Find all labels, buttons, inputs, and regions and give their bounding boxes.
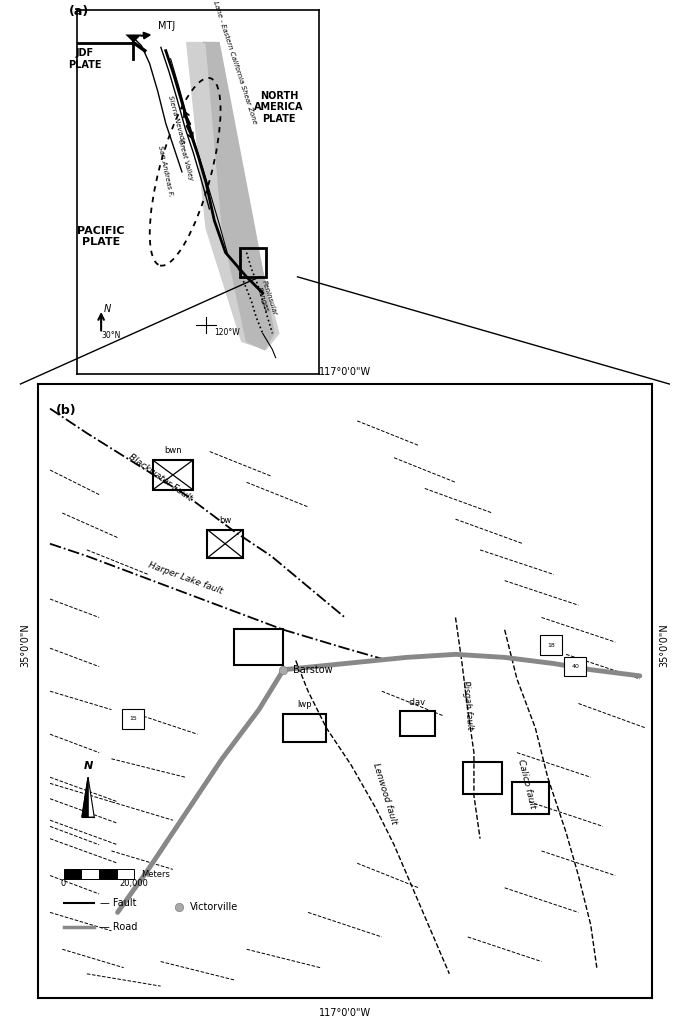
Text: 20,000: 20,000: [120, 879, 149, 888]
Text: Walker Lane - Eastern California Shear Zone: Walker Lane - Eastern California Shear Z…: [204, 0, 257, 124]
Bar: [540, 635, 562, 655]
Text: Pisgah fault: Pisgah fault: [461, 680, 475, 730]
Text: JDF
PLATE: JDF PLATE: [68, 48, 102, 70]
Text: bw: bw: [219, 516, 232, 524]
Text: 0: 0: [61, 879, 66, 888]
Text: N: N: [83, 761, 93, 771]
Bar: [240, 248, 266, 276]
Text: Meters: Meters: [141, 869, 171, 879]
Bar: [122, 709, 144, 729]
Text: NORTH
AMERICA
PLATE: NORTH AMERICA PLATE: [254, 90, 304, 124]
Text: (b): (b): [56, 403, 76, 417]
Bar: [234, 629, 283, 665]
Text: Harper Lake fault: Harper Lake fault: [147, 561, 223, 596]
Bar: [512, 782, 549, 814]
Bar: [81, 869, 99, 879]
Text: Victorville: Victorville: [190, 902, 238, 912]
Text: 117°0'0"W: 117°0'0"W: [319, 367, 371, 377]
Bar: [207, 529, 243, 558]
Bar: [464, 763, 501, 795]
Text: bwn: bwn: [164, 446, 182, 456]
Polygon shape: [186, 43, 279, 349]
Text: 35°0'0"N: 35°0'0"N: [20, 624, 30, 667]
Text: — Road: — Road: [100, 922, 138, 932]
Text: Calico fault: Calico fault: [516, 759, 537, 810]
Polygon shape: [82, 777, 88, 817]
Text: lwp: lwp: [298, 700, 312, 709]
Bar: [64, 869, 81, 879]
Text: Blackwater Fault: Blackwater Fault: [127, 453, 194, 503]
Text: PACIFIC
PLATE: PACIFIC PLATE: [77, 225, 125, 247]
Text: N: N: [104, 304, 111, 314]
Text: — Fault: — Fault: [100, 898, 137, 908]
Text: Barstow: Barstow: [293, 665, 333, 675]
Text: 35°0'0"N: 35°0'0"N: [660, 624, 669, 667]
Text: Sierra Nevada -: Sierra Nevada -: [167, 94, 187, 148]
Text: clav: clav: [409, 697, 426, 707]
Bar: [283, 714, 326, 742]
Bar: [153, 460, 193, 489]
Text: MTJ: MTJ: [158, 22, 175, 32]
Text: Great Valley: Great Valley: [177, 138, 193, 181]
Bar: [400, 712, 435, 736]
Text: 30°N: 30°N: [101, 331, 120, 340]
Text: 120°W: 120°W: [214, 328, 240, 337]
Bar: [99, 869, 117, 879]
Bar: [564, 656, 587, 677]
Text: Lenwood fault: Lenwood fault: [372, 762, 398, 825]
Text: 15: 15: [129, 717, 137, 721]
Polygon shape: [82, 777, 94, 817]
Text: 40: 40: [572, 665, 579, 669]
Bar: [117, 869, 134, 879]
Text: 117°0'0"W: 117°0'0"W: [319, 1008, 371, 1018]
Text: San Andreas F.: San Andreas F.: [157, 145, 174, 197]
Polygon shape: [126, 35, 141, 43]
Text: Peninsular
Ranges: Peninsular Ranges: [254, 280, 278, 318]
Text: (a): (a): [69, 5, 89, 18]
Text: 18: 18: [547, 643, 555, 647]
Polygon shape: [203, 43, 274, 349]
